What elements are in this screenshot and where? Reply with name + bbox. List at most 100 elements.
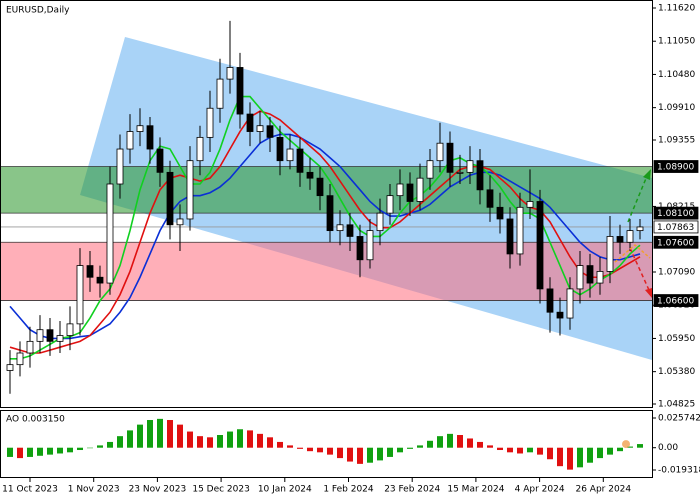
level-box: [653, 160, 699, 173]
ao-bar: [557, 447, 563, 467]
ao-bar: [497, 447, 503, 451]
ao-bar: [597, 447, 603, 459]
ao-bar: [537, 447, 543, 455]
level-box: [653, 294, 699, 307]
candle-body: [26, 340, 34, 354]
ao-bar: [567, 447, 573, 470]
candle-body: [186, 160, 194, 220]
candle-body: [486, 189, 494, 208]
candle-body: [46, 329, 54, 342]
candle-body: [136, 125, 144, 132]
ao-bar: [247, 430, 253, 448]
ao-bar: [607, 447, 613, 455]
ao-title: AO 0.003150: [6, 415, 65, 425]
ao-bar: [587, 447, 593, 463]
candle-body: [116, 148, 124, 185]
level-label: 1.07600: [657, 238, 694, 248]
candle-body: [196, 136, 204, 162]
y-tick-label: 1.07090: [658, 268, 695, 278]
candle-body: [16, 352, 24, 366]
x-tick-label: 11 Oct 2023: [2, 485, 58, 495]
ao-bar: [177, 424, 183, 448]
down-arrow-head: [645, 288, 652, 298]
candle-body: [366, 230, 374, 261]
x-tick-label: 10 Jan 2024: [258, 485, 312, 495]
y-tick-label: 1.10480: [658, 70, 695, 80]
candle-body: [66, 323, 74, 336]
candle-body: [506, 218, 514, 255]
candle-body: [536, 201, 544, 290]
ao-bar: [137, 424, 143, 448]
ao-bar: [227, 431, 233, 448]
candle-body: [436, 142, 444, 162]
candle-body: [426, 160, 434, 179]
ao-bar: [427, 440, 433, 448]
up-arrow-head: [643, 169, 651, 180]
candle-body: [176, 218, 184, 226]
x-tick-label: 4 Apr 2024: [515, 485, 565, 495]
candle-body: [616, 236, 624, 243]
candle-body: [446, 142, 454, 173]
y-tick-label: 1.11050: [658, 37, 695, 47]
candle-body: [266, 125, 274, 138]
x-tick-label: 23 Nov 2023: [129, 485, 187, 495]
candle-body: [626, 230, 634, 243]
ao-bar: [317, 447, 323, 453]
candle-body: [416, 177, 424, 202]
candle-body: [296, 148, 304, 173]
ao-bar: [107, 441, 113, 448]
ao-bar: [197, 436, 203, 448]
candle-body: [606, 236, 614, 272]
ao-bar: [157, 418, 163, 448]
ao-bar: [447, 433, 453, 448]
ao-bar: [267, 437, 273, 448]
ao-bar: [327, 447, 333, 455]
x-tick-label: 15 Mar 2024: [447, 485, 504, 495]
ao-bar: [337, 447, 343, 459]
ao-bar: [397, 447, 403, 453]
down-arrow: [629, 247, 650, 291]
ao-bar: [27, 447, 33, 457]
candle-body: [96, 276, 104, 284]
x-tick-label: 26 Apr 2024: [575, 485, 631, 495]
ao-bar: [257, 433, 263, 448]
x-tick-label: 15 Dec 2023: [192, 485, 250, 495]
candle-body: [596, 271, 604, 284]
candle-body: [6, 364, 14, 371]
candle-body: [456, 171, 464, 174]
ao-bar: [7, 447, 13, 457]
ao-bar: [627, 446, 633, 448]
level-label: 1.07863: [657, 223, 694, 233]
ao-bar: [167, 420, 173, 448]
candle-body: [306, 171, 314, 179]
ao-bar: [457, 435, 463, 448]
ao-y-tick-label: -0.019318: [658, 466, 700, 476]
candle-body: [156, 148, 164, 173]
ao-bar: [307, 447, 313, 452]
ao-bar: [347, 447, 353, 462]
support-zone-upper: [1, 166, 652, 214]
ao-bar: [117, 436, 123, 448]
ao-bar: [377, 447, 383, 461]
ao-bar: [67, 447, 73, 453]
moving-average: [9, 110, 641, 354]
candle-body: [376, 212, 384, 232]
up-arrow: [627, 175, 648, 223]
ao-bar: [547, 447, 553, 460]
candle-body: [216, 78, 224, 109]
y-tick-label: 1.05950: [658, 334, 695, 344]
candle-body: [636, 226, 644, 232]
candle-body: [586, 265, 594, 284]
ao-bar: [207, 437, 213, 448]
ao-y-tick-label: 0.00: [658, 443, 678, 453]
level-box: [653, 206, 699, 220]
candle-body: [56, 335, 64, 342]
ao-bar: [127, 430, 133, 448]
candle-body: [546, 288, 554, 313]
ao-bar: [487, 445, 493, 448]
candle-body: [246, 113, 254, 132]
candle-body: [226, 67, 234, 80]
candle-body: [496, 206, 504, 220]
candle-body: [256, 125, 264, 132]
